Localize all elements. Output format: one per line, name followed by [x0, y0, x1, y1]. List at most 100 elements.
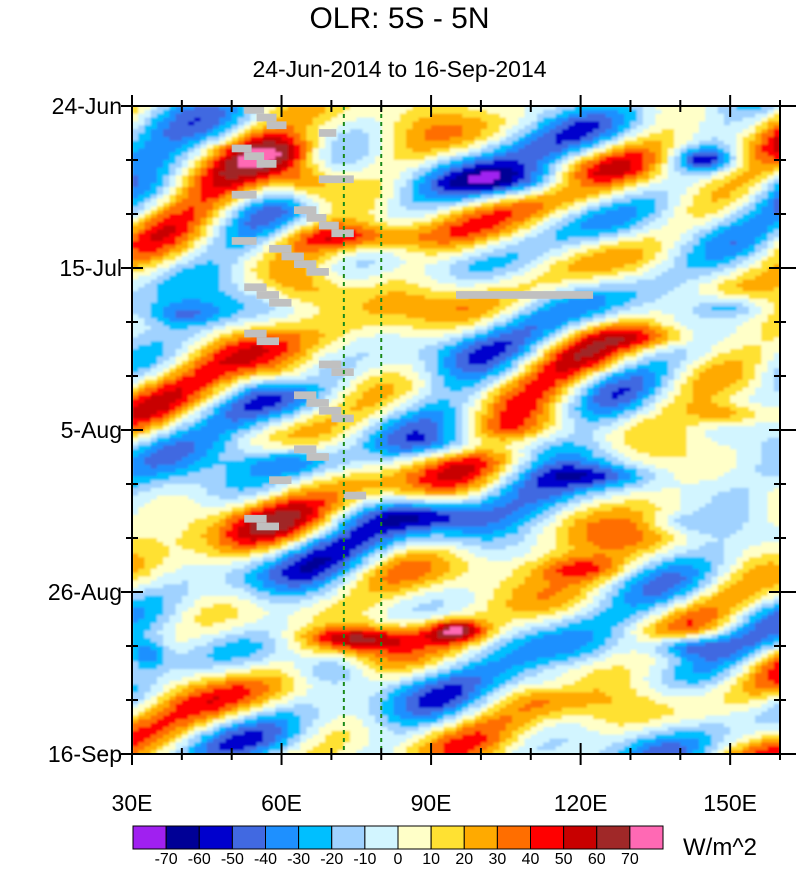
- field-cell: [574, 129, 582, 134]
- field-cell: [418, 179, 426, 184]
- field-cell: [175, 179, 183, 184]
- field-cell: [194, 244, 202, 250]
- field-cell: [755, 187, 762, 192]
- field-cell: [505, 175, 513, 180]
- field-cell: [711, 221, 719, 227]
- field-cell: [487, 229, 494, 234]
- field-cell: [269, 275, 276, 281]
- field-cell: [736, 190, 744, 196]
- field-cell: [244, 221, 251, 227]
- field-cell: [393, 117, 401, 123]
- field-cell: [163, 206, 170, 211]
- field-cell: [574, 133, 582, 138]
- field-cell: [300, 194, 308, 200]
- field-cell: [474, 171, 482, 177]
- field-cell: [692, 206, 700, 211]
- field-cell: [399, 241, 407, 246]
- field-cell: [711, 136, 719, 142]
- field-cell: [742, 256, 750, 261]
- field-cell: [742, 163, 750, 169]
- field-cell: [325, 136, 332, 142]
- field-cell: [574, 210, 582, 215]
- field-cell: [636, 190, 644, 196]
- field-cell: [213, 210, 220, 215]
- field-cell: [605, 279, 613, 285]
- field-cell: [244, 252, 251, 258]
- field-cell: [674, 283, 681, 288]
- field-cell: [692, 225, 700, 231]
- field-cell: [761, 229, 769, 234]
- field-cell: [480, 275, 488, 281]
- field-cell: [773, 171, 780, 177]
- field-cell: [468, 256, 476, 261]
- field-cell: [306, 125, 314, 130]
- field-cell: [375, 121, 382, 126]
- field-cell: [580, 244, 588, 250]
- field-cell: [723, 179, 731, 184]
- field-cell: [456, 275, 463, 281]
- field-cell: [655, 109, 663, 115]
- field-cell: [337, 106, 345, 111]
- field-cell: [692, 241, 700, 246]
- field-cell: [680, 241, 688, 246]
- field-cell: [568, 256, 575, 261]
- field-cell: [269, 109, 276, 115]
- field-cell: [755, 279, 762, 285]
- field-cell: [674, 163, 681, 169]
- field-cell: [711, 214, 719, 219]
- field-cell: [213, 233, 220, 238]
- field-cell: [748, 202, 756, 207]
- field-cell: [655, 279, 663, 285]
- field-cell: [742, 160, 750, 165]
- field-cell: [138, 233, 146, 238]
- field-cell: [537, 275, 544, 281]
- field-cell: [524, 287, 532, 292]
- field-cell: [487, 268, 494, 273]
- field-cell: [424, 198, 432, 204]
- field-cell: [188, 279, 195, 285]
- field-cell: [462, 275, 470, 281]
- field-cell: [549, 229, 557, 234]
- field-cell: [287, 260, 295, 265]
- field-cell: [505, 113, 513, 119]
- field-cell: [412, 163, 420, 169]
- field-cell: [599, 163, 607, 169]
- field-cell: [705, 167, 713, 173]
- field-cell: [711, 106, 719, 111]
- field-cell: [636, 287, 644, 292]
- field-cell: [437, 248, 445, 254]
- field-cell: [674, 156, 681, 161]
- field-cell: [412, 264, 420, 269]
- field-cell: [424, 133, 432, 138]
- field-cell: [181, 206, 189, 211]
- field-cell: [499, 113, 507, 119]
- field-cell: [505, 133, 513, 138]
- field-cell: [512, 144, 519, 150]
- field-cell: [611, 268, 619, 273]
- field-cell: [449, 160, 457, 165]
- field-cell: [219, 190, 227, 196]
- field-cell: [156, 160, 164, 165]
- field-cell: [655, 264, 663, 269]
- field-cell: [605, 256, 613, 261]
- field-cell: [493, 283, 501, 288]
- field-cell: [618, 237, 625, 242]
- field-cell: [636, 187, 644, 192]
- field-cell: [200, 160, 208, 165]
- field-cell: [512, 121, 519, 126]
- field-cell: [237, 167, 245, 173]
- field-cell: [449, 175, 457, 180]
- field-cell: [487, 271, 494, 277]
- field-cell: [443, 187, 451, 192]
- field-cell: [530, 268, 538, 273]
- field-cell: [462, 260, 470, 265]
- field-cell: [356, 260, 364, 265]
- field-cell: [443, 194, 451, 200]
- field-cell: [393, 133, 401, 138]
- field-cell: [611, 237, 619, 242]
- field-cell: [231, 202, 239, 207]
- field-cell: [599, 217, 607, 223]
- field-cell: [443, 198, 451, 204]
- field-cell: [175, 117, 183, 123]
- field-cell: [748, 225, 756, 231]
